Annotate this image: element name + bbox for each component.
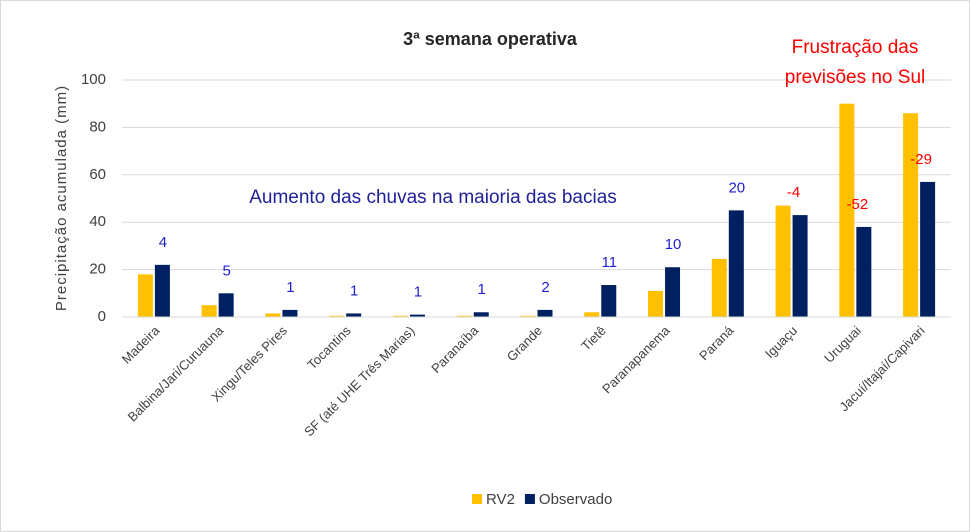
difference-label: 20 <box>728 179 745 196</box>
bar <box>584 312 600 317</box>
bar <box>839 103 855 317</box>
difference-label: 1 <box>350 282 358 299</box>
difference-label: -52 <box>847 196 869 213</box>
y-tick-label: 40 <box>89 213 106 230</box>
bar <box>409 314 425 317</box>
bar <box>392 315 408 317</box>
legend-label: RV2 <box>486 491 515 508</box>
bar <box>537 309 553 317</box>
legend-swatch <box>524 494 535 504</box>
y-tick-label: 20 <box>89 261 106 278</box>
bar <box>201 305 217 317</box>
bar <box>346 313 362 317</box>
annotation: Frustração das <box>792 37 919 58</box>
annotation: previsões no Sul <box>785 67 925 88</box>
y-tick-label: 80 <box>89 118 106 135</box>
bar <box>856 226 872 317</box>
y-tick-label: 0 <box>98 308 106 325</box>
bar <box>154 264 170 317</box>
bar <box>648 290 664 317</box>
y-tick-label: 60 <box>89 166 106 183</box>
chart-title: 3ª semana operativa <box>403 29 578 49</box>
bar <box>329 315 345 317</box>
bar <box>728 210 744 317</box>
bar <box>265 313 281 317</box>
y-axis-label: Precipitação acumulada (mm) <box>53 85 70 311</box>
legend-swatch <box>472 494 482 504</box>
bar <box>137 274 153 317</box>
bar <box>903 113 919 318</box>
bar <box>601 285 617 317</box>
bar <box>792 215 808 317</box>
bar <box>282 309 298 317</box>
difference-label: -4 <box>787 184 800 201</box>
difference-label: 11 <box>601 254 617 271</box>
legend-label: Observado <box>539 491 612 508</box>
difference-label: 1 <box>286 279 294 296</box>
bar <box>920 181 936 317</box>
difference-label: 2 <box>541 279 549 296</box>
bar <box>665 267 681 317</box>
difference-label: 10 <box>665 236 682 253</box>
bar <box>218 293 234 317</box>
bar <box>456 315 472 317</box>
bar <box>473 312 489 317</box>
difference-label: 1 <box>414 284 422 301</box>
y-tick-label: 100 <box>81 71 106 88</box>
bar <box>520 315 536 317</box>
bar <box>775 205 791 317</box>
difference-label: 1 <box>478 281 486 298</box>
annotation: Aumento das chuvas na maioria das bacias <box>249 187 617 208</box>
difference-label: 5 <box>222 262 230 279</box>
difference-label: -29 <box>910 151 932 168</box>
bar <box>711 258 727 317</box>
difference-label: 4 <box>159 234 167 251</box>
